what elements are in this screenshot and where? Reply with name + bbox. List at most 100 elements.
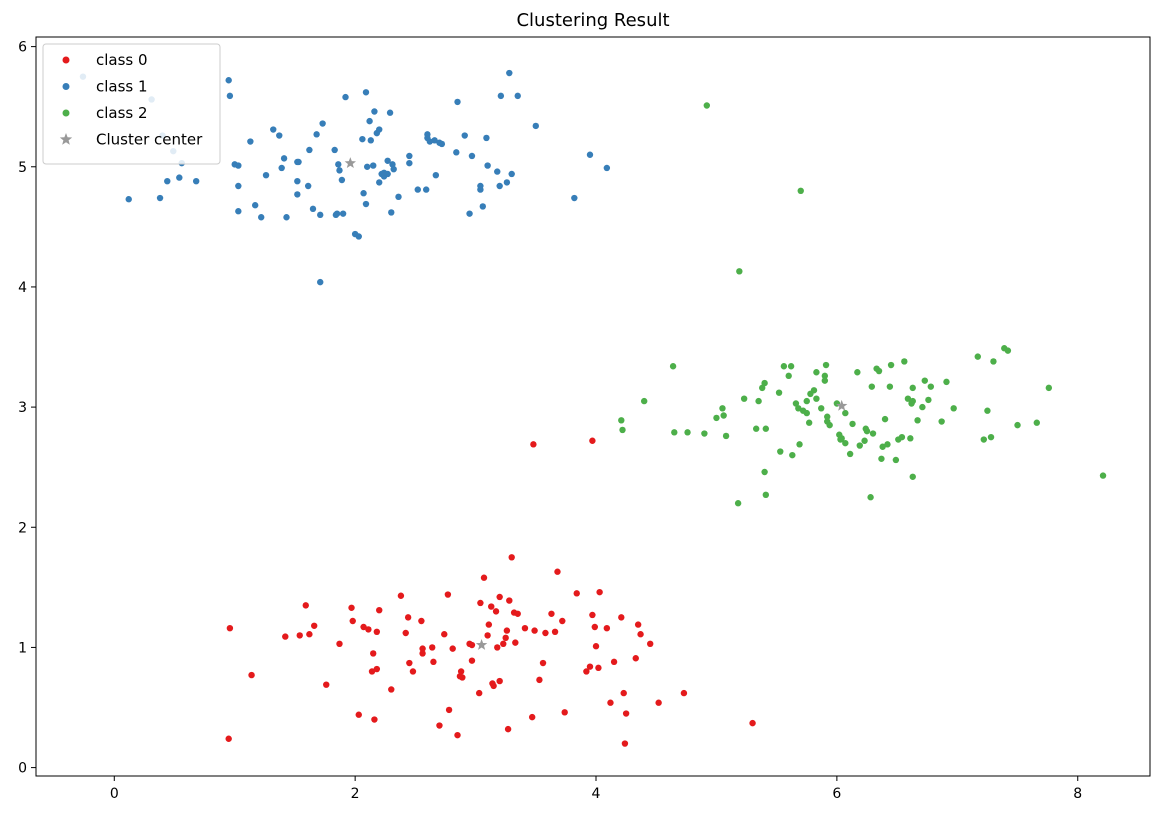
data-point [573, 590, 580, 597]
data-point [803, 409, 810, 417]
data-point [373, 628, 381, 636]
data-point [596, 588, 603, 596]
data-point [445, 706, 453, 714]
data-point [805, 419, 813, 426]
data-point [506, 597, 513, 604]
data-point [282, 633, 289, 640]
x-tick-label: 0 [110, 786, 119, 802]
data-point [838, 435, 845, 442]
data-point [898, 433, 906, 441]
x-tick-label: 2 [351, 786, 360, 802]
data-point [323, 681, 330, 688]
data-point [869, 430, 877, 437]
data-point [749, 719, 756, 727]
series-class-0 [225, 437, 756, 747]
data-point [990, 358, 997, 365]
data-point [595, 664, 602, 672]
data-point [861, 437, 868, 444]
y-tick-label: 6 [18, 40, 27, 56]
data-point [454, 731, 461, 739]
data-point [914, 417, 921, 424]
data-point [468, 152, 476, 160]
data-point [539, 659, 547, 667]
data-point [1045, 384, 1053, 392]
data-point [441, 631, 448, 638]
data-point [164, 177, 171, 185]
data-point [296, 632, 303, 639]
data-point [984, 407, 991, 414]
data-point [404, 614, 412, 621]
data-point [338, 176, 346, 184]
data-point [370, 650, 377, 657]
data-point [762, 425, 770, 432]
data-point [457, 668, 465, 675]
data-point [921, 377, 928, 384]
data-point [248, 671, 255, 679]
data-point [878, 455, 885, 462]
data-point [409, 668, 417, 675]
data-point [974, 353, 981, 360]
y-axis: 0 1 2 3 4 5 6 [18, 40, 36, 777]
data-point [618, 417, 625, 424]
data-point [373, 665, 381, 673]
data-point [317, 278, 324, 286]
data-point [461, 132, 468, 139]
data-point [647, 640, 654, 648]
data-point [310, 622, 318, 629]
data-point [603, 625, 611, 632]
y-tick-label: 1 [18, 640, 27, 656]
data-point [125, 196, 132, 203]
data-point [370, 162, 377, 169]
chart-title: Clustering Result [516, 10, 669, 31]
data-point [496, 182, 503, 190]
data-point [586, 663, 594, 670]
data-point [863, 427, 871, 435]
data-point [671, 429, 678, 436]
data-point [780, 363, 788, 370]
data-point [431, 137, 438, 144]
data-point [554, 568, 561, 575]
data-point [454, 98, 461, 106]
data-point [319, 120, 326, 127]
data-point [453, 149, 460, 156]
data-point [713, 414, 720, 422]
data-point [752, 425, 760, 432]
data-point [430, 658, 437, 666]
data-point [528, 713, 536, 721]
data-point [810, 387, 818, 394]
data-point [496, 677, 503, 685]
data-point [226, 625, 234, 632]
data-point [536, 676, 543, 684]
data-point [919, 403, 926, 411]
data-point [785, 372, 792, 380]
y-tick-label: 5 [18, 160, 27, 176]
data-point [943, 378, 950, 386]
data-point [610, 658, 618, 666]
data-point [419, 645, 426, 652]
data-point [824, 413, 831, 420]
data-point [276, 132, 283, 139]
data-point [589, 437, 596, 444]
data-point [456, 673, 464, 680]
data-point [607, 699, 614, 706]
data-point [302, 602, 309, 609]
data-point [494, 644, 501, 651]
data-point [759, 384, 766, 392]
data-point [406, 659, 413, 667]
data-point [371, 716, 378, 723]
y-tick-label: 0 [18, 761, 27, 777]
series-class-2 [618, 102, 1107, 507]
data-point [789, 451, 796, 459]
data-point [444, 591, 452, 598]
data-point [1033, 419, 1040, 426]
data-point [436, 722, 443, 729]
data-point [432, 171, 440, 179]
data-point [388, 686, 395, 693]
data-point [384, 157, 391, 164]
data-point [436, 139, 443, 146]
data-point [586, 151, 594, 158]
data-point [468, 641, 476, 649]
data-point [775, 389, 783, 396]
data-point [225, 735, 232, 742]
